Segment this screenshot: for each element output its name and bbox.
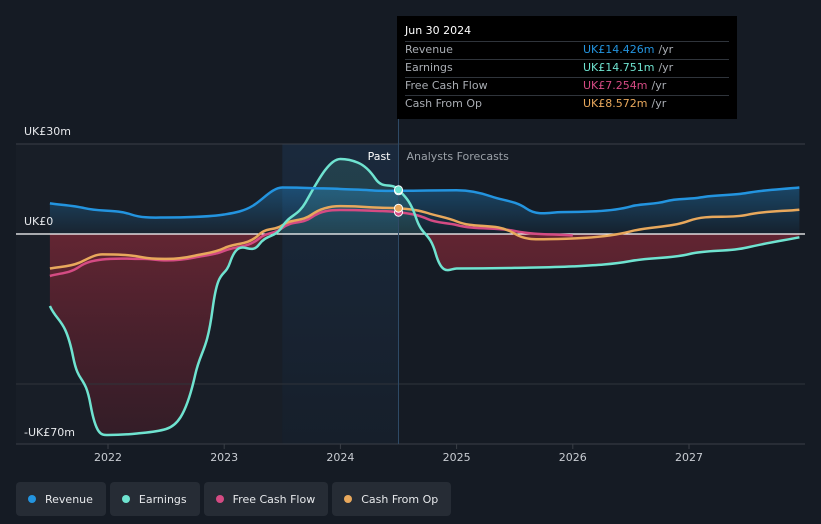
tooltip-value-unit: /yr [658, 61, 674, 74]
tooltip-row-free-cash-flow: Free Cash Flow UK£7.254m/yr [405, 77, 729, 95]
chart-axis-labels: UK£30m UK£0 -UK£70m 2022 2023 2024 2025 2026 202… [24, 125, 703, 464]
x-label-2022: 2022 [94, 451, 122, 464]
y-label-zero: UK£0 [24, 215, 53, 228]
cash-from-op-marker [394, 203, 403, 213]
x-label-2027: 2027 [675, 451, 703, 464]
tooltip-row-value: UK£14.751m/yr [583, 60, 673, 76]
earnings-marker [394, 185, 403, 195]
circle-dot-icon [121, 495, 130, 503]
tooltip-row-label: Revenue [405, 43, 453, 56]
tooltip-value-unit: /yr [651, 97, 667, 110]
legend-item-earnings[interactable]: Earnings [109, 482, 200, 516]
x-label-2023: 2023 [210, 451, 238, 464]
revenue-area [49, 187, 800, 234]
tooltip-row-revenue: Revenue UK£14.426m/yr [405, 41, 729, 59]
legend-item-label: Revenue [45, 492, 93, 506]
tooltip-row-label: Earnings [405, 61, 453, 74]
tooltip-row-value: UK£8.572m/yr [583, 96, 666, 112]
legend-item-free-cash-flow[interactable]: Free Cash Flow [203, 482, 329, 516]
x-label-2026: 2026 [559, 451, 587, 464]
legend-item-label: Free Cash Flow [232, 492, 316, 506]
tooltip-value-text: UK£7.254m [583, 79, 648, 92]
circle-dot-icon [215, 495, 224, 503]
legend-item-cash-from-op[interactable]: Cash From Op [332, 482, 452, 516]
legend-item-label: Cash From Op [361, 492, 439, 506]
chart-gridlines [16, 16, 805, 445]
x-label-2024: 2024 [326, 451, 354, 464]
forecast-label: Analysts Forecasts [407, 150, 510, 163]
tooltip-row-value: UK£7.254m/yr [583, 78, 666, 94]
cash-from-op-line [49, 204, 800, 270]
legend-item-revenue[interactable]: Revenue [16, 482, 106, 516]
tooltip-date: Jun 30 2024 [405, 24, 472, 37]
chart-hover-markers [394, 185, 403, 217]
tooltip-rows: Revenue UK£14.426m/yr Earnings UK£14.751m/y… [405, 41, 729, 113]
tooltip-row-cash-from-op: Cash From Op UK£8.572m/yr [405, 95, 729, 113]
chart-legend: Revenue Earnings Free Cash Flow Cash From O… [16, 482, 452, 516]
x-label-2025: 2025 [443, 451, 471, 464]
hover-tooltip: Jun 30 2024 Revenue UK£14.426m/yr Earnings… [397, 16, 737, 119]
tooltip-value-text: UK£8.572m [583, 97, 648, 110]
y-label-bottom: -UK£70m [24, 426, 75, 439]
circle-dot-icon [28, 495, 36, 503]
tooltip-value-text: UK£14.751m [583, 61, 655, 74]
tooltip-row-earnings: Earnings UK£14.751m/yr [405, 59, 729, 77]
y-label-top: UK£30m [24, 125, 71, 138]
tooltip-value-text: UK£14.426m [583, 43, 655, 56]
tooltip-value-unit: /yr [651, 79, 667, 92]
tooltip-row-label: Free Cash Flow [405, 79, 488, 92]
legend-item-label: Earnings [138, 492, 187, 506]
circle-dot-icon [344, 495, 353, 503]
tooltip-row-value: UK£14.426m/yr [583, 42, 673, 58]
earnings-line [48, 157, 800, 437]
tooltip-value-unit: /yr [658, 43, 674, 56]
tooltip-row-label: Cash From Op [405, 97, 483, 110]
past-label: Past [368, 150, 392, 163]
